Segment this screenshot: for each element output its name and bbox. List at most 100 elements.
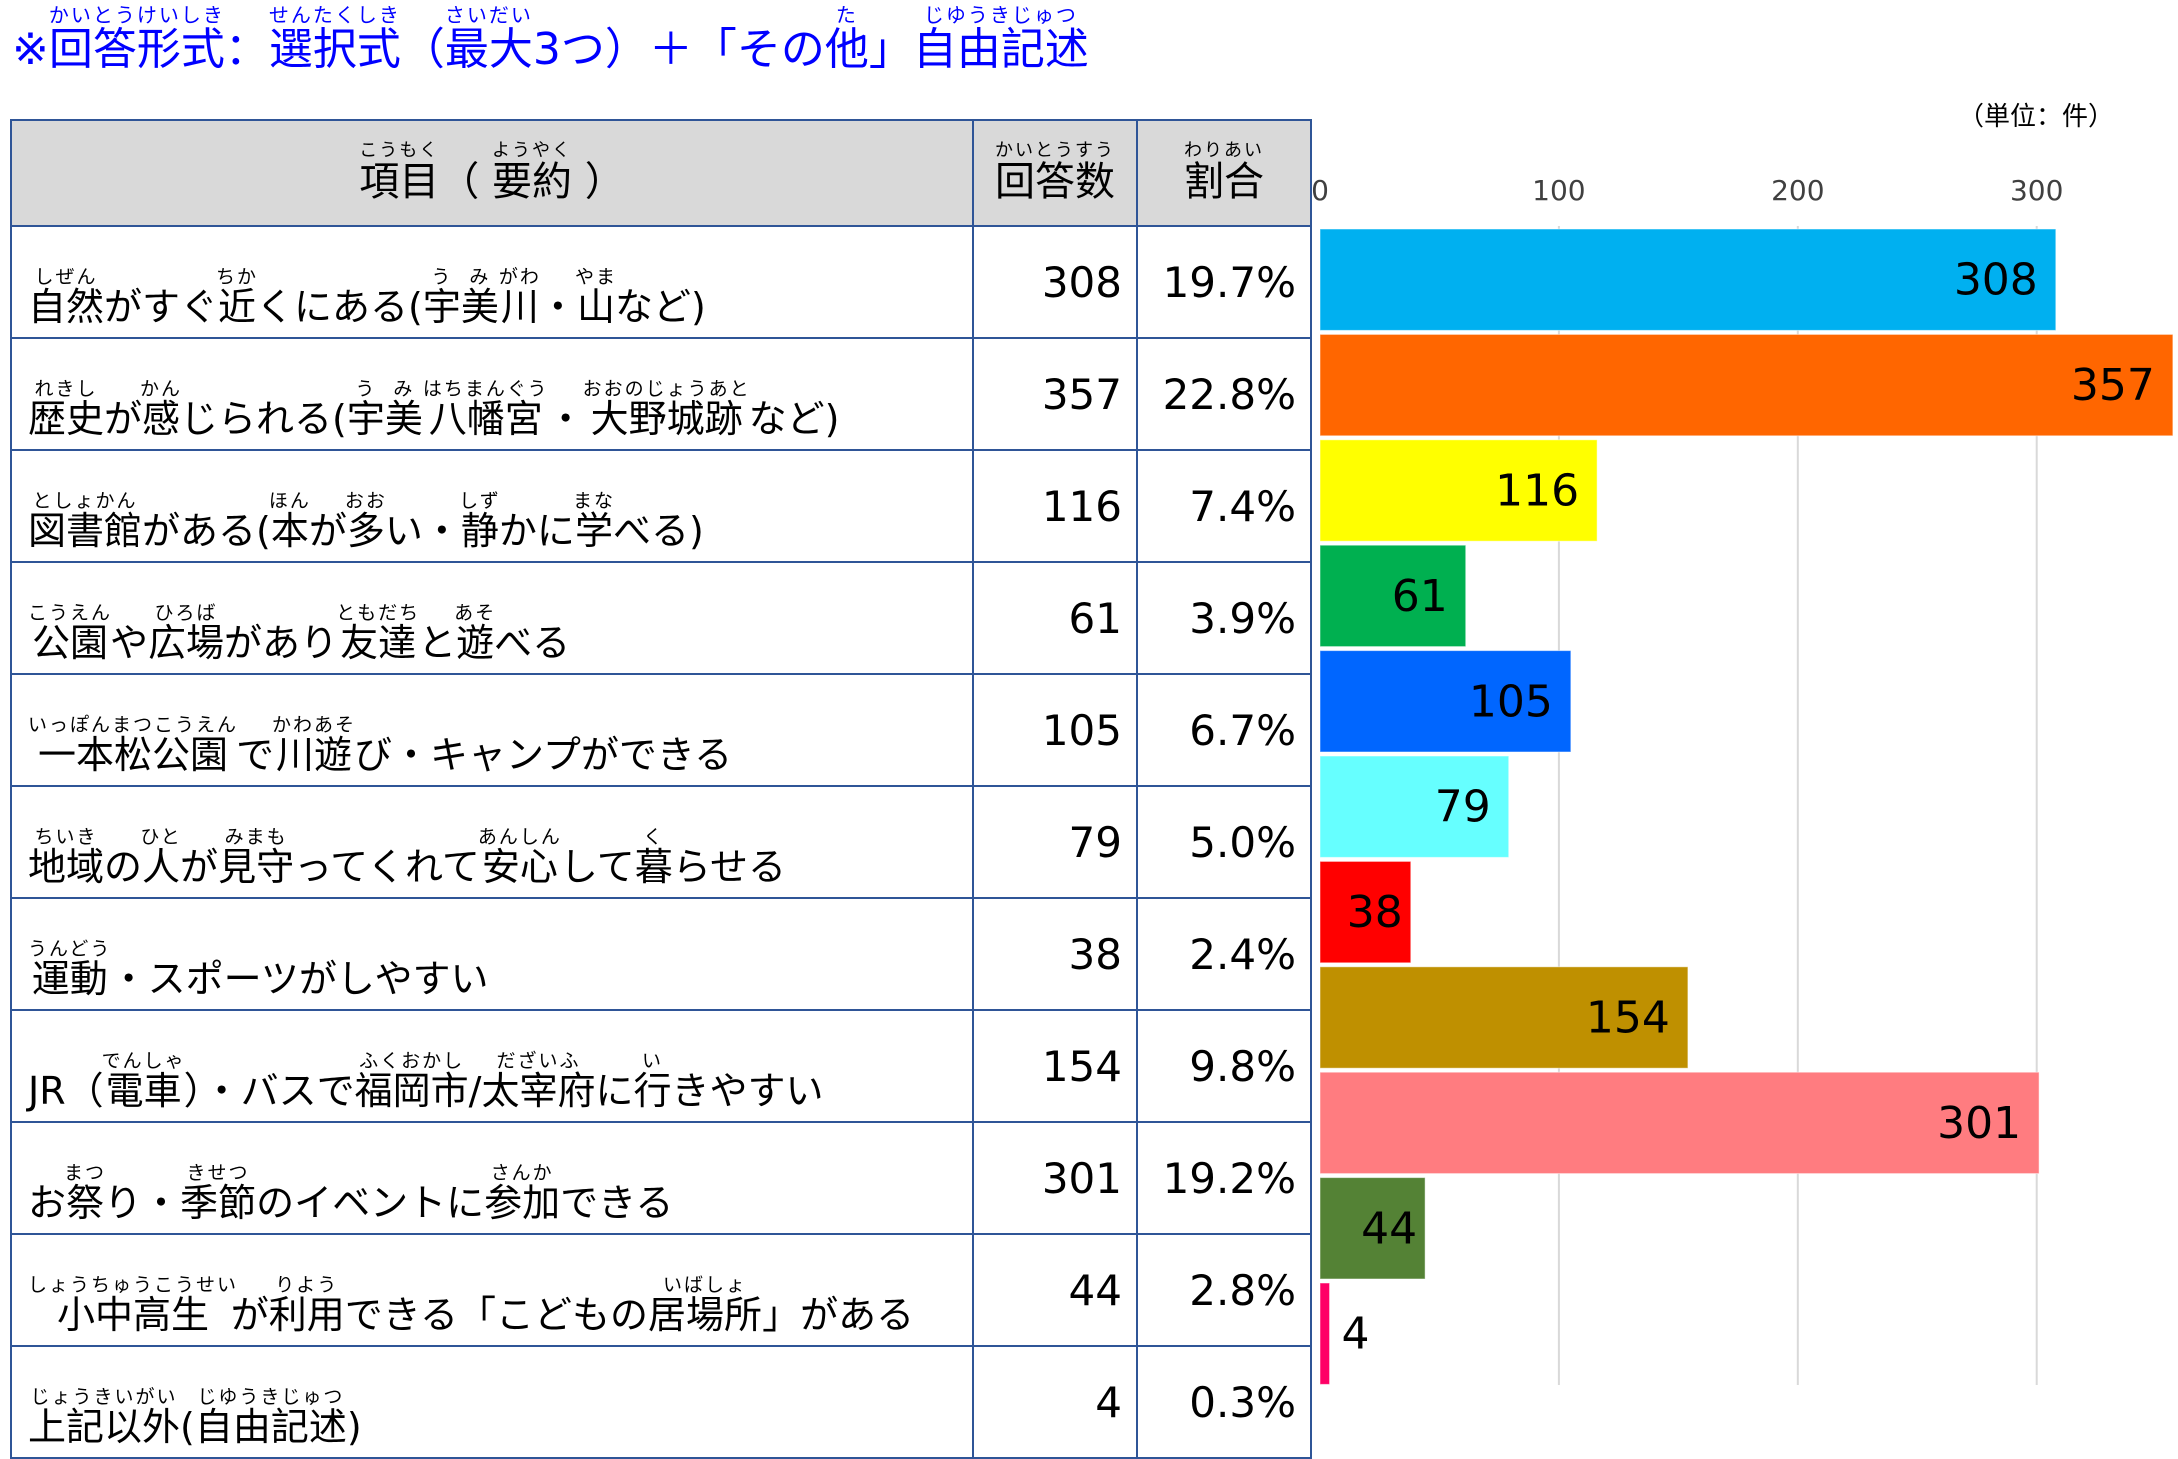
text-segment: じられる( xyxy=(180,397,347,441)
item-label: 公園こうえんや広場ひろばがあり友達ともだちと遊あそべる xyxy=(10,561,974,675)
text-segment: で xyxy=(236,733,275,777)
count-cell: 38 xyxy=(972,897,1138,1011)
text-segment: が xyxy=(180,845,219,889)
bar-value-label: 61 xyxy=(1392,571,1448,622)
text-segment: ）・バスで xyxy=(183,1069,355,1113)
table-row: 一本松公園いっぽんまつこうえんで川遊かわあそび・キャンプができる 105 6.7% xyxy=(10,673,1312,787)
ruby-text: 参加さんか xyxy=(484,1162,561,1225)
bar-value-label: 308 xyxy=(1954,255,2038,306)
ratio-cell: 9.8% xyxy=(1136,1009,1312,1123)
text-segment: が xyxy=(230,1293,269,1337)
text-segment: や xyxy=(110,621,149,665)
x-tick-label: 200 xyxy=(1771,174,1824,207)
bar xyxy=(1319,228,2057,331)
ruby-text: 太宰府だざいふ xyxy=(481,1050,596,1113)
ratio-cell: 6.7% xyxy=(1136,673,1312,787)
text-segment: できる xyxy=(560,1181,674,1225)
item-label: 一本松公園いっぽんまつこうえんで川遊かわあそび・キャンプができる xyxy=(10,673,974,787)
item-label: 図書館としょかんがある(本ほんが多おおい・静しずかに学まなべる) xyxy=(10,449,974,563)
text-segment: ・ xyxy=(538,285,577,329)
count-cell: 116 xyxy=(972,449,1138,563)
text-segment: り・ xyxy=(104,1181,181,1225)
ratio-cell: 2.8% xyxy=(1136,1233,1312,1347)
text-segment: ） xyxy=(572,158,625,205)
ruby-text: 回答形式かいとうけいしき xyxy=(48,3,225,75)
count-cell: 79 xyxy=(972,785,1138,899)
text-segment: お xyxy=(28,1181,67,1225)
ratio-cell: 22.8% xyxy=(1136,337,1312,451)
ratio-cell: 7.4% xyxy=(1136,449,1312,563)
ruby-text: 割合わりあい xyxy=(1184,139,1264,205)
text-segment: など) xyxy=(748,397,840,441)
ruby-text: 一本松公園いっぽんまつこうえん xyxy=(28,714,239,777)
x-tick-label: 0 xyxy=(1311,174,1329,207)
ruby-text: 項目こうもく xyxy=(359,139,440,205)
ruby-text: 福岡市ふくおかし xyxy=(354,1050,469,1113)
text-segment: JR（ xyxy=(28,1069,104,1113)
ruby-text: 行い xyxy=(633,1050,672,1113)
item-label: お祭まつり・季節きせつのイベントに参加さんかできる xyxy=(10,1121,974,1235)
item-label: 自然しぜんがすぐ近ちかくにある(宇う美み川がわ・山やまなど) xyxy=(10,225,974,339)
text-segment: のイベントに xyxy=(256,1181,485,1225)
ruby-text: 電車でんしゃ xyxy=(101,1050,186,1113)
table-row: 運動うんどう・スポーツがしやすい 38 2.4% xyxy=(10,897,1312,1011)
ruby-text: 他た xyxy=(824,3,869,75)
ruby-text: 小中高生しょうちゅうこうせい xyxy=(28,1274,239,1337)
text-segment: がすぐ xyxy=(104,285,219,329)
count-cell: 357 xyxy=(972,337,1138,451)
ruby-text: 回答数かいとうすう xyxy=(995,139,1115,205)
ruby-text: 上記以外じょうきいがい xyxy=(28,1386,181,1449)
text-segment: など) xyxy=(614,285,706,329)
count-cell: 61 xyxy=(972,561,1138,675)
bar-value-label: 79 xyxy=(1435,782,1491,833)
ratio-cell: 5.0% xyxy=(1136,785,1312,899)
ruby-text: 宇う xyxy=(346,378,385,441)
ruby-text: 静しず xyxy=(459,490,501,553)
bar xyxy=(1319,439,1598,542)
ruby-text: 川遊かわあそ xyxy=(272,714,357,777)
table-row: 自然しぜんがすぐ近ちかくにある(宇う美み川がわ・山やまなど) 308 19.7% xyxy=(10,225,1312,339)
ruby-text: 多おお xyxy=(344,490,387,553)
unit-label: （単位：件） xyxy=(1958,102,2115,132)
text-segment: らせる xyxy=(672,845,787,889)
header-item: 項目こうもく（ 要約ようやく ） xyxy=(10,119,974,227)
x-tick-label: 100 xyxy=(1532,174,1585,207)
ruby-text: 本ほん xyxy=(268,490,311,553)
text-segment: に xyxy=(595,1069,634,1113)
item-label: 歴史れきしが感かんじられる(宇う美み八幡宮はちまんぐう・大野城跡おおのじょうあと… xyxy=(10,337,974,451)
ruby-text: 安心あんしん xyxy=(477,826,562,889)
results-table: 項目こうもく（ 要約ようやく ） 回答数かいとうすう 割合わりあい 自然しぜんが… xyxy=(10,119,1312,1459)
ruby-text: 居場所いばしょ xyxy=(648,1274,763,1337)
bar xyxy=(1319,1071,2040,1175)
bar-value-label: 105 xyxy=(1469,676,1553,727)
ruby-text: 選択式せんたくしき xyxy=(268,3,401,75)
text-segment: くにある( xyxy=(256,285,423,329)
text-segment: の xyxy=(104,845,143,889)
bar-value-label: 116 xyxy=(1495,466,1579,517)
text-segment: ってくれて xyxy=(294,845,480,889)
ruby-text: 大野城跡おおのじょうあと xyxy=(582,378,751,441)
ruby-text: 山やま xyxy=(574,266,617,329)
page-title: ※回答形式かいとうけいしき：選択式せんたくしき（最大さいだい3つ）＋「その他た」… xyxy=(12,3,1089,83)
text-segment: 」がある xyxy=(762,1293,915,1337)
table-row: 歴史れきしが感かんじられる(宇う美み八幡宮はちまんぐう・大野城跡おおのじょうあと… xyxy=(10,337,1312,451)
count-cell: 301 xyxy=(972,1121,1138,1235)
count-cell: 308 xyxy=(972,225,1138,339)
ruby-text: 公園こうえん xyxy=(28,602,113,665)
text-segment: できる「こどもの xyxy=(344,1293,649,1337)
text-segment: び・キャンプができる xyxy=(354,733,733,777)
item-label: 地域ちいきの人ひとが見守みまもってくれて安心あんしんして暮くらせる xyxy=(10,785,974,899)
text-segment: ・スポーツがしやすい xyxy=(109,957,489,1001)
ruby-text: 図書館としょかん xyxy=(28,490,143,553)
bar-value-label: 44 xyxy=(1361,1203,1417,1254)
header-ratio: 割合わりあい xyxy=(1136,119,1312,227)
table-row: 小中高生しょうちゅうこうせいが利用りようできる「こどもの居場所いばしょ」がある 4… xyxy=(10,1233,1312,1347)
text-segment: ： xyxy=(224,24,269,75)
ruby-text: 地域ちいき xyxy=(28,826,105,889)
ruby-text: 八幡宮はちまんぐう xyxy=(422,378,549,441)
bar-value-label: 4 xyxy=(1342,1309,1370,1360)
table-row: 図書館としょかんがある(本ほんが多おおい・静しずかに学まなべる) 116 7.4% xyxy=(10,449,1312,563)
bar xyxy=(1319,333,2174,437)
ratio-cell: 19.7% xyxy=(1136,225,1312,339)
